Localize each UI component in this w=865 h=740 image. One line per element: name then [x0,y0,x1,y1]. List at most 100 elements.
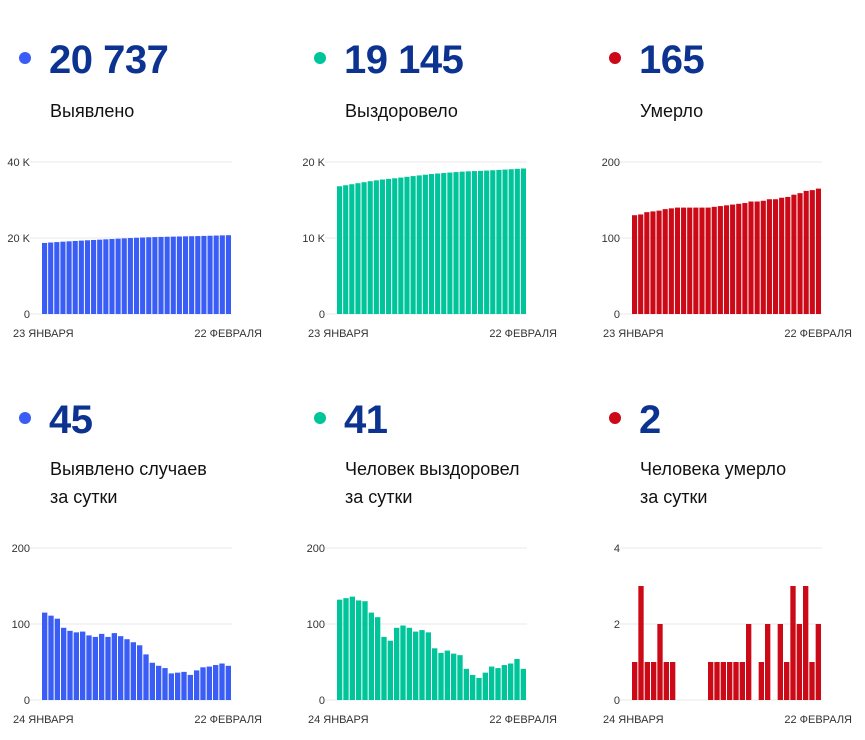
bar [727,662,733,700]
bar [422,174,428,314]
bar [746,624,752,700]
bar [803,190,809,314]
bar-chart: 0 2 4 24 ЯНВАРЯ 22 ФЕВРАЛЯ [603,543,852,726]
stat-value: 20 737 [49,38,169,82]
bar [168,673,174,700]
bar-chart: 0 10 K 20 K 23 ЯНВАРЯ 22 ФЕВРАЛЯ [302,157,557,340]
bar [720,662,726,700]
bar [373,180,379,314]
x-tick-label: 22 ФЕВРАЛЯ [784,328,852,340]
y-tick-label: 2 [614,619,620,631]
bar [219,235,225,314]
bar [508,663,514,700]
stat-value: 19 145 [344,38,464,82]
bar [130,642,136,700]
bar [739,662,745,700]
bar [381,636,387,700]
bar [355,183,361,314]
bar [742,203,748,314]
bar [149,662,155,700]
bar [708,662,714,700]
bar [482,672,488,700]
bar [815,624,821,700]
bar [394,627,400,700]
stat-label-line: Человек выздоровел [345,459,520,479]
bar [809,662,815,700]
bar [99,633,105,700]
bar [158,236,164,314]
bar [432,648,438,700]
y-tick-label: 10 K [302,233,325,245]
x-tick-label: 24 ЯНВАРЯ [308,714,369,726]
bar [791,194,797,314]
x-tick-label: 22 ФЕВРАЛЯ [784,714,852,726]
bar [115,238,121,314]
y-tick-label: 0 [319,695,325,707]
bar [170,236,176,314]
bar [349,596,355,700]
y-tick-label: 4 [614,543,620,555]
bar [754,201,760,314]
bar [638,214,644,314]
bar [343,598,349,700]
bar [663,662,669,700]
stat-label: Выявлено случаев за сутки [50,455,207,511]
y-tick-label: 20 K [7,233,30,245]
stat-label-line: Выявлено случаев [50,459,207,479]
bar [514,658,520,700]
stat-label-line: за сутки [50,487,118,507]
bar [121,238,127,314]
bar [496,169,502,314]
bar [124,639,130,700]
bar [42,242,48,314]
bar [337,186,343,314]
bar [733,662,739,700]
bar [343,185,349,314]
bar [225,665,231,700]
bar [387,640,393,700]
bar [61,627,67,700]
bar [514,168,520,314]
bar [441,173,447,314]
bar [797,193,803,314]
bar [453,172,459,314]
bar [54,242,60,314]
bar [133,237,140,314]
bar [195,236,201,314]
stat-label-line: Выявлено [50,101,135,121]
bar [84,240,91,314]
legend-dot-icon [609,412,621,424]
legend-dot-icon [19,412,31,424]
bar [459,171,465,314]
bar [736,203,742,314]
bar [118,636,124,700]
bar [644,212,650,314]
y-tick-label: 200 [12,543,30,555]
bar [187,674,193,700]
x-tick-label: 23 ЯНВАРЯ [13,328,74,340]
bar [699,207,705,314]
bar [815,188,821,314]
x-tick-label: 23 ЯНВАРЯ [603,328,664,340]
bar [368,612,374,700]
y-tick-label: 100 [12,619,30,631]
y-tick-label: 0 [614,695,620,707]
y-tick-label: 0 [614,309,620,321]
y-tick-label: 0 [319,309,325,321]
bar [91,239,97,314]
bar [681,207,687,314]
bar [809,190,815,314]
bar [86,635,92,700]
bar [72,240,78,314]
bar [413,631,419,700]
bar [670,662,676,700]
bar [438,652,444,700]
bar [785,196,791,314]
bar [760,200,766,314]
bar [674,207,681,314]
stat-label-line: Умерло [640,101,704,121]
bar [194,670,200,700]
bar [476,677,482,700]
y-tick-label: 40 K [7,157,30,169]
legend-dot-icon [19,52,31,64]
